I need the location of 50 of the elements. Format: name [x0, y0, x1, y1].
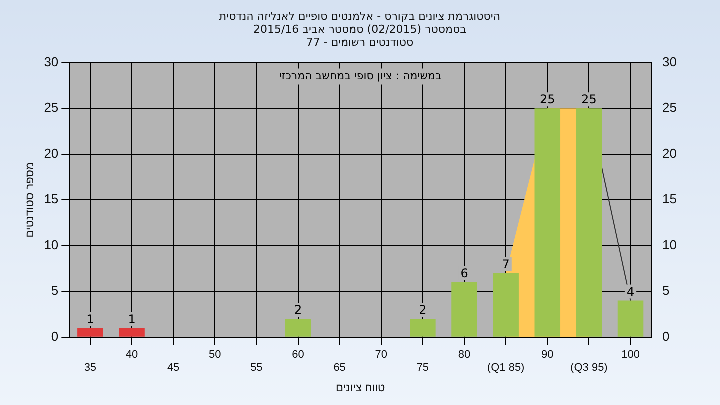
bar — [493, 273, 519, 337]
data-label: 25 — [540, 92, 556, 107]
data-label: 2 — [419, 303, 427, 318]
x-tick-label: 55 — [250, 362, 263, 374]
x-tick-label: 70 — [375, 349, 388, 362]
y2-tick-label: 5 — [662, 283, 670, 298]
y-axis-title: מספר סטודנטים — [24, 162, 37, 238]
y-tick-label: 5 — [51, 283, 59, 298]
data-label: 1 — [86, 312, 94, 326]
x-tick-label: 100 — [622, 349, 640, 362]
x-axis-title: טווח ציונים — [336, 382, 386, 394]
y2-tick-label: 25 — [662, 100, 678, 116]
y-tick-label: 15 — [44, 192, 59, 207]
x-tick-label: 40 — [126, 349, 138, 362]
bar — [534, 108, 561, 337]
y-tick-label: 10 — [44, 237, 59, 252]
x-tick-label: 90 — [542, 349, 554, 362]
bar — [78, 328, 104, 337]
x-tick-label: 50 — [209, 349, 222, 362]
chart-title: היסטוגרמת ציונים בקורס - אלמנטים סופיים לאנליזה הנדסית בסמסטר (02/2015) סמסטר אביב 2015/16 סטודנטים רשומים - 77 — [218, 10, 502, 49]
x-tick-label: 75 — [416, 362, 430, 374]
bar — [410, 319, 436, 337]
x-tick-label: 45 — [167, 362, 180, 374]
x-tick-label: (Q3 95) — [570, 362, 608, 374]
data-label: 2 — [294, 303, 302, 318]
x-tick-label: 35 — [84, 362, 97, 374]
y2-tick-label: 10 — [662, 237, 678, 252]
y-tick-label: 25 — [44, 100, 59, 116]
data-label: 6 — [460, 266, 468, 281]
bar — [285, 319, 312, 337]
data-label: 7 — [502, 257, 510, 272]
x-tick-label: (Q1 85) — [487, 362, 525, 374]
y2-tick-label: 20 — [662, 146, 678, 161]
data-label: 1 — [128, 312, 136, 326]
bar — [576, 108, 602, 337]
bar — [452, 282, 478, 337]
x-tick-label: 60 — [292, 349, 304, 362]
y-tick-label: 0 — [51, 328, 59, 344]
annotation: במשימה : ציון סופי במחשב המרכזי — [279, 70, 442, 83]
y2-tick-label: 0 — [662, 328, 670, 344]
x-tick-label: 80 — [458, 349, 471, 362]
y-tick-label: 30 — [44, 54, 59, 70]
data-label: 4 — [626, 284, 635, 299]
y2-tick-label: 30 — [662, 54, 678, 70]
x-tick-label: 65 — [334, 362, 346, 374]
bar — [119, 328, 145, 337]
data-label: 25 — [582, 92, 597, 107]
y2-tick-label: 15 — [662, 192, 678, 207]
bar — [618, 300, 644, 337]
y-tick-label: 20 — [44, 146, 59, 161]
